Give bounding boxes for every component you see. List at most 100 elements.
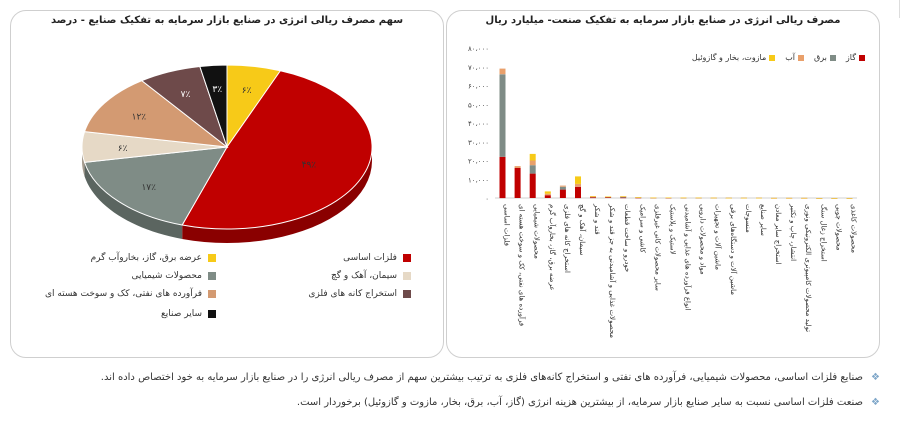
legend-label: مازوت، بخار و گازوئیل xyxy=(691,53,767,62)
x-tick-label: مواد و محصولات دارویی xyxy=(699,204,707,275)
note-item: ❖ صنایع فلزات اساسی، محصولات شیمیایی، فر… xyxy=(20,372,880,383)
bar-segment xyxy=(575,186,581,199)
x-tick-label: ماشین آلات و تجهیزات xyxy=(714,204,723,270)
diamond-bullet-icon: ❖ xyxy=(871,372,880,383)
x-tick-label: قند و شکر xyxy=(593,203,601,235)
x-tick-label: سایر صنایع xyxy=(759,204,767,236)
bar-segment xyxy=(559,186,566,190)
x-tick-label: فرآورده های نفتی، کک و سوخت هسته ای xyxy=(518,204,527,326)
bar-segment xyxy=(514,168,521,198)
y-tick-label: ۸۰،۰۰۰ xyxy=(468,45,489,53)
bar-segment xyxy=(605,196,612,198)
corner-decoration xyxy=(885,0,900,18)
pie-legend-item: فلزات اساسی xyxy=(343,253,411,263)
legend-swatch xyxy=(859,54,865,61)
legend-swatch xyxy=(829,54,836,61)
bar-segment xyxy=(756,197,762,199)
x-tick-label: محصولات شیمیایی xyxy=(533,204,541,259)
bar-segment xyxy=(529,160,536,166)
pie-legend-item: عرضه برق، گاز، بخاروآب گرم xyxy=(91,253,216,263)
x-tick-label: فلزات اساسی xyxy=(503,204,511,246)
bar-segment xyxy=(710,197,717,199)
pie-side-segment xyxy=(82,147,85,177)
x-tick-label: ماشین آلات و دستگاه‌های برقی xyxy=(729,204,738,295)
pie-slice xyxy=(83,80,229,148)
bar-segment xyxy=(529,173,536,198)
bar-segment xyxy=(590,196,596,197)
y-tick-label: ۲۰،۰۰۰ xyxy=(468,158,489,166)
bar-segment xyxy=(529,165,536,174)
pie-legend-item: سایر صنایع xyxy=(161,309,216,319)
legend-label: برق xyxy=(814,53,827,62)
x-tick-label: محصولات غذایی و آشامیدنی به جز قند و شکر xyxy=(608,203,617,338)
bar-chart: ۰ ۱۰،۰۰۰ ۲۰،۰۰۰ ۳۰،۰۰۰ ۴۰،۰۰۰ ۵۰،۰۰۰ ۶۰،۰۰۰ ۷۰،… xyxy=(468,45,858,338)
pie-legend-item: استخراج کانه های فلزی xyxy=(308,289,411,299)
bar-segment xyxy=(635,197,642,198)
legend-swatch xyxy=(403,290,411,298)
x-tick-label: انتشار، چاپ و تکثیر xyxy=(789,203,797,261)
bar-segment xyxy=(575,183,581,187)
pie-data-label: ۷٪ xyxy=(181,90,191,100)
legend-swatch xyxy=(403,272,411,280)
x-tick-label: استخراج سایر معادن xyxy=(774,204,782,265)
pie-side-segment xyxy=(84,162,183,239)
notes-section: ❖ صنایع فلزات اساسی، محصولات شیمیایی، فر… xyxy=(20,372,880,422)
legend-swatch xyxy=(208,254,216,262)
bar-segment xyxy=(846,198,853,199)
y-tick-label: ۶۰،۰۰۰ xyxy=(468,83,489,91)
bar-segment xyxy=(740,197,747,199)
y-tick-label: ۱۰،۰۰۰ xyxy=(468,176,489,184)
bar-segment xyxy=(499,74,506,157)
bar-segment xyxy=(650,197,657,199)
pie-chart-panel: سهم مصرف ریالی انرژی در صنایع بازار سرما… xyxy=(10,10,444,358)
bar-legend-item: گاز xyxy=(846,53,865,62)
pie-data-label: ۱۷٪ xyxy=(141,183,156,193)
x-tick-label: محصولات چوبی xyxy=(834,204,842,251)
legend-swatch xyxy=(403,254,411,262)
x-tick-label: عرضه برق، گاز، بخاروآب گرم xyxy=(548,204,557,291)
bar-segment xyxy=(605,197,612,198)
pie-chart: ۶٪ ۴۹٪ ۱۷٪ ۶٪ ۱۲٪ ۷٪ ۳٪ xyxy=(81,64,373,243)
legend-swatch xyxy=(208,290,216,298)
pie-legend-item: فرآورده های نفتی، کک و سوخت هسته ای xyxy=(45,289,216,299)
bar-chart-panel: مصرف ریالی انرژی در صنایع بازار سرمایه ب… xyxy=(446,10,880,358)
legend-swatch xyxy=(798,54,805,61)
y-tick-label: ۷۰،۰۰۰ xyxy=(468,64,489,72)
bar-segment xyxy=(590,196,596,198)
bar-segment xyxy=(559,189,566,198)
bar-segment xyxy=(529,153,536,161)
bar-legend-item: برق xyxy=(814,53,836,62)
y-tick-label: ۴۰،۰۰۰ xyxy=(468,120,489,128)
x-tick-label: سایر محصولات کانی غیرفلزی xyxy=(653,204,661,291)
pie-slice xyxy=(83,146,228,226)
pie-data-label: ۴۹٪ xyxy=(302,161,317,171)
bar-segment xyxy=(725,197,732,199)
y-tick-label: ۳۰،۰۰۰ xyxy=(468,139,489,147)
pie-data-label: ۶٪ xyxy=(242,86,252,96)
x-tick-label: محصولات کاغذی xyxy=(850,204,858,253)
legend-label: استخراج کانه های فلزی xyxy=(308,289,397,299)
diamond-bullet-icon: ❖ xyxy=(871,397,880,408)
pie-slice xyxy=(181,70,373,230)
legend-label: سایر صنایع xyxy=(160,309,202,319)
bar-segment xyxy=(499,156,506,199)
bar-segment xyxy=(635,197,642,199)
note-text: صنعت فلزات اساسی نسبت به سایر صنایع بازا… xyxy=(296,397,864,408)
legend-label: فرآورده های نفتی، کک و سوخت هسته ای xyxy=(44,289,202,299)
y-tick-label: ۰ xyxy=(485,195,489,203)
legend-swatch xyxy=(208,310,216,318)
bar-segment xyxy=(559,185,566,187)
x-tick-label: انواع فرآورده های غذایی و آشامیدنی xyxy=(684,204,693,311)
bar-chart-title: مصرف ریالی انرژی در صنایع بازار سرمایه ب… xyxy=(485,15,841,26)
bar-segment xyxy=(695,197,702,199)
pie-legend-item: سیمان، آهک و گچ xyxy=(331,271,411,281)
bar-segment xyxy=(680,197,687,199)
bar-segment xyxy=(771,197,777,199)
pie-data-label: ۱۲٪ xyxy=(132,112,147,122)
x-tick-label: لاستیک و پلاستیک xyxy=(669,204,677,255)
bar-segment xyxy=(831,198,838,199)
bar-segment xyxy=(620,197,627,199)
bar-legend-item: آب xyxy=(785,53,805,62)
pie-legend-item: محصولات شیمیایی xyxy=(132,271,216,281)
x-tick-label: استخراج زغال سنگ xyxy=(819,204,828,262)
